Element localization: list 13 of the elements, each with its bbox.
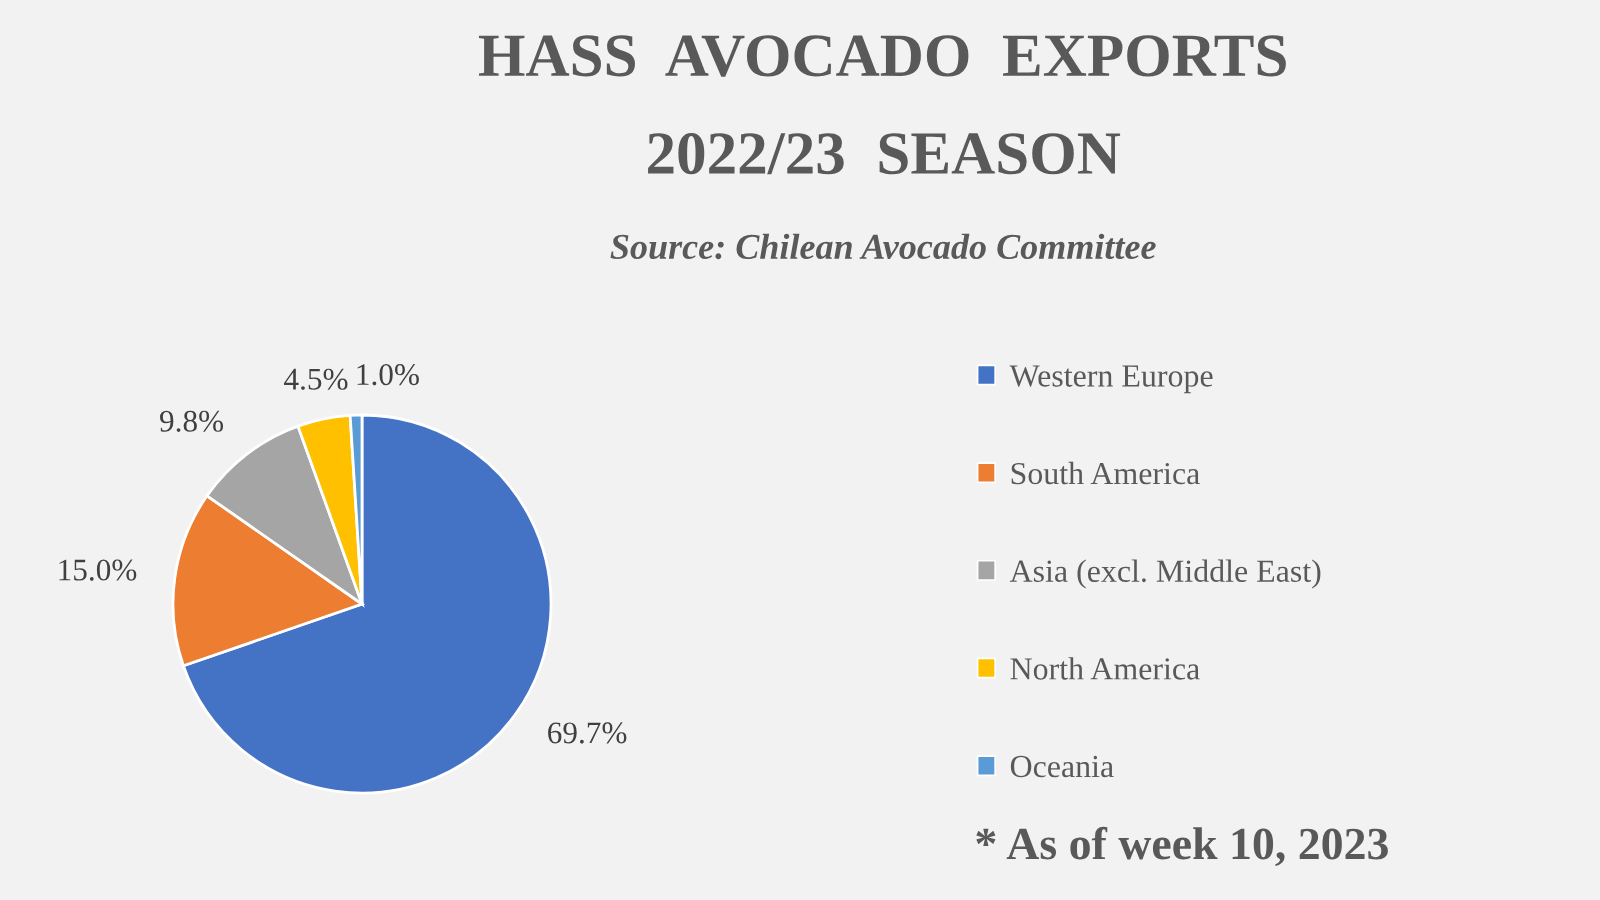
chart-subtitle: Source: Chilean Avocado Committee [610, 233, 1156, 260]
legend-label: North America [1010, 657, 1200, 680]
legend-label: Oceania [1010, 755, 1114, 778]
chart-title: HASS AVOCADO EXPORTS 2022/23 SEASON [478, 35, 1286, 175]
text: * As of week 10, 2023 [976, 826, 1388, 867]
legend-label: Western Europe [1009, 365, 1213, 394]
data-label: 69.7% [548, 722, 627, 744]
legend-label: Asia (excl. Middle East) [1009, 559, 1321, 589]
legend-label: South America [1011, 461, 1200, 485]
data-label: 4.5% [284, 368, 348, 390]
data-label: 15.0% [59, 559, 137, 581]
data-label: 1.0% [357, 364, 419, 386]
data-label: 9.8% [160, 410, 224, 432]
